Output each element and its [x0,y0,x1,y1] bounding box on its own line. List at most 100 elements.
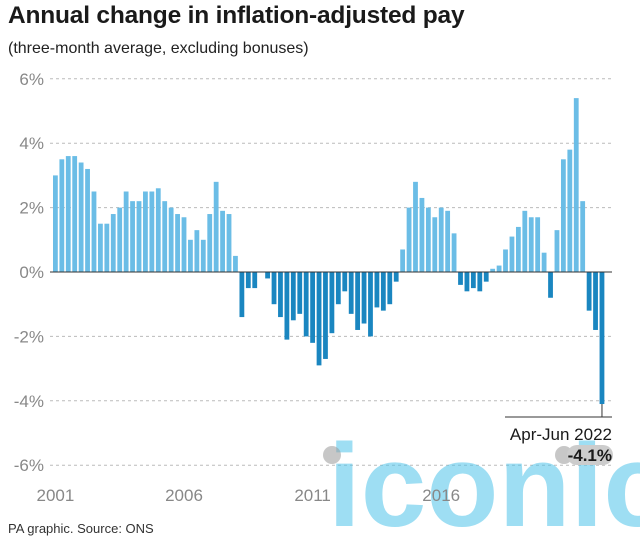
bar [522,210,528,272]
bar [515,226,521,272]
watermark-text: iconic [328,420,640,544]
bar [451,233,457,272]
bar [168,207,174,272]
bar [245,272,251,289]
bar [85,168,90,272]
bar [406,207,412,272]
bar [65,156,71,272]
y-tick-label: -6% [14,456,44,475]
bar [374,272,380,308]
bar [252,272,258,289]
x-tick-label: 2001 [36,486,74,505]
bar [387,272,393,305]
bar [323,272,328,359]
bar [213,181,219,272]
bar [278,272,283,318]
bar [509,236,515,272]
bar [335,272,341,305]
annotation: Apr-Jun 2022 -4.1% [505,404,613,465]
bar [200,239,206,272]
bar [464,272,470,292]
bar [98,223,103,272]
bar [393,272,399,282]
watermark-dot [323,446,341,464]
grid-lines [50,78,612,466]
bar [419,197,425,272]
bar [477,272,483,292]
bar [380,272,386,311]
bar [580,201,586,272]
bar [548,272,553,298]
bar [297,272,303,314]
bar [316,272,322,366]
annotation-period: Apr-Jun 2022 [510,425,612,444]
bar [496,265,502,272]
y-tick-label: -4% [14,392,44,411]
watermark-logo: iconic [323,420,640,544]
bar [181,217,187,272]
bar [53,175,58,272]
bar [535,217,541,272]
bar [59,159,65,272]
bar [239,272,245,318]
bar [155,188,161,272]
bar [483,272,489,282]
bar [593,272,598,330]
x-tick-label: 2006 [165,486,203,505]
bar [355,272,361,330]
bar [130,201,135,272]
bar [490,268,496,272]
bar [368,272,373,337]
bar [123,191,129,272]
bar [528,217,534,272]
y-tick-label: 6% [19,70,44,89]
bar [586,272,592,311]
bar [599,272,605,405]
y-tick-label: 4% [19,134,44,153]
bar [541,252,547,272]
bar [458,272,463,285]
bar [573,98,579,273]
bar [503,249,508,272]
y-tick-label: -2% [14,327,44,346]
bar [233,255,238,272]
bar [143,191,148,272]
chart-title: Annual change in inflation-adjusted pay [8,2,465,29]
bar [342,272,348,292]
bar [188,239,193,272]
bar [226,214,232,272]
bar [110,214,116,272]
bar [284,272,290,340]
chart-subtitle: (three-month average, excluding bonuses) [8,40,309,57]
bar [175,214,180,272]
source-note: PA graphic. Source: ONS [8,521,154,536]
y-tick-label: 0% [19,263,44,282]
bar [400,249,406,272]
bar [149,191,155,272]
bar [104,223,110,272]
bar [136,201,142,272]
annotation-value-bg [567,445,613,465]
annotation-value: -4.1% [568,446,612,465]
bar [560,159,566,272]
bar [329,272,335,334]
bar [303,272,309,337]
y-tick-label: 2% [19,199,44,218]
bar [265,272,270,279]
bar [117,207,123,272]
bar [78,162,84,272]
bar [91,191,97,272]
bar [445,210,451,272]
bar [162,201,168,272]
bar [361,272,367,324]
x-tick-label: 2016 [422,486,460,505]
bar [438,207,444,272]
bar [554,230,560,272]
x-tick-label: 2011 [294,486,331,505]
bars [50,98,612,405]
bar [310,272,316,343]
bar [425,207,431,272]
bar [72,156,78,272]
bar [470,272,476,289]
